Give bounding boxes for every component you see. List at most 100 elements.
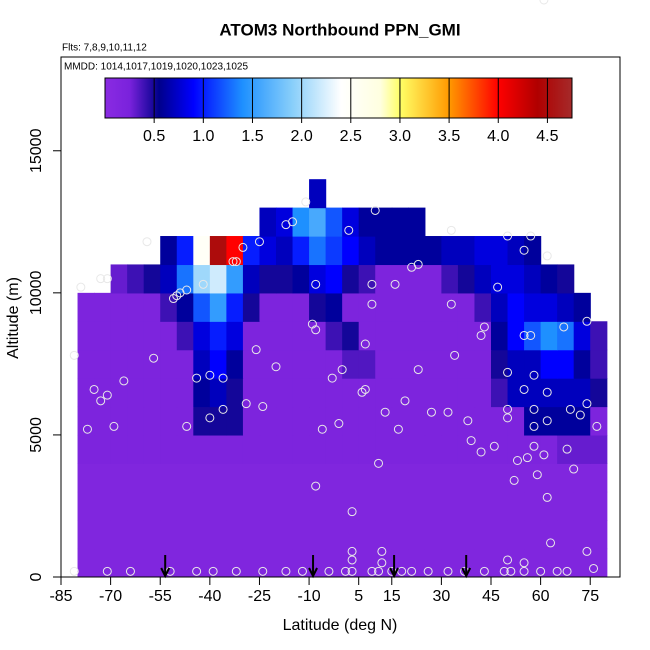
heat-cell (242, 264, 261, 294)
heat-cell (424, 378, 442, 408)
heat-cell (507, 321, 525, 351)
heat-cell (573, 349, 591, 379)
heat-cell (391, 207, 409, 237)
data-point (397, 566, 407, 576)
colorbar-tick-label: 1.5 (241, 128, 263, 145)
heat-cell (226, 520, 244, 550)
heat-cell (193, 520, 211, 550)
heat-cell (226, 491, 244, 521)
heat-cell (276, 434, 294, 464)
heat-cell (573, 434, 591, 464)
heat-cell (209, 292, 227, 322)
heat-cell (77, 406, 95, 436)
x-tick-label: -55 (149, 588, 172, 605)
heat-cell (309, 463, 327, 493)
heat-cell (193, 548, 211, 577)
data-point (489, 441, 499, 451)
data-point (377, 546, 387, 556)
data-point (529, 370, 539, 380)
heat-cell (457, 264, 476, 294)
heat-cell (292, 491, 310, 521)
heat-cell (474, 548, 492, 577)
data-point (476, 330, 486, 340)
heat-cell (557, 520, 575, 550)
heat-cell (143, 349, 161, 379)
data-point (519, 566, 529, 576)
heat-cell (209, 378, 227, 408)
heat-cell (292, 292, 310, 322)
colorbar-tick-label: 3.0 (389, 128, 411, 145)
heat-cell (325, 292, 343, 322)
plot-frame (60, 56, 621, 578)
heat-cell (127, 491, 145, 521)
heat-cell (325, 491, 343, 521)
colorbar-tick-label: 3.5 (438, 128, 460, 145)
heat-cell (259, 378, 277, 408)
data-point (539, 0, 549, 5)
data-point (198, 279, 208, 289)
heat-cell (242, 434, 261, 464)
data-point (503, 231, 513, 241)
heat-cell (540, 406, 558, 436)
heat-cell (259, 520, 277, 550)
heat-cell (226, 406, 244, 436)
heat-cell (358, 236, 376, 266)
heat-cell (160, 292, 178, 322)
data-point (476, 447, 486, 457)
heat-cell (209, 236, 227, 266)
data-point (271, 362, 281, 372)
heat-cell (524, 406, 542, 436)
data-point (340, 566, 350, 576)
arrow (308, 555, 318, 579)
heat-cell (110, 434, 128, 464)
heat-cell (292, 264, 310, 294)
data-point (96, 274, 106, 284)
y-axis-label: Altitude (m) (5, 277, 22, 359)
heat-cell (309, 406, 327, 436)
heat-cell (524, 321, 542, 351)
data-point (413, 365, 423, 375)
data-point (281, 566, 291, 576)
heat-cell (441, 321, 459, 351)
heat-cell (491, 434, 509, 464)
heat-cell (209, 520, 227, 550)
data-point (493, 282, 503, 292)
heat-cell (276, 207, 294, 237)
heat-cell (110, 321, 128, 351)
data-point (466, 436, 476, 446)
heat-cell (309, 236, 327, 266)
heat-cell (342, 349, 360, 379)
heat-cell (573, 292, 591, 322)
heat-cell (441, 463, 459, 493)
heat-cell (259, 548, 277, 577)
heat-cell (242, 520, 261, 550)
data-point (526, 330, 536, 340)
heat-cell (391, 236, 409, 266)
heat-cell (193, 434, 211, 464)
data-point (288, 217, 298, 227)
heat-cell (391, 349, 409, 379)
heat-cell (110, 463, 128, 493)
y-tick-label: 5000 (28, 417, 45, 453)
heat-cell (160, 378, 178, 408)
heat-cell (524, 264, 542, 294)
data-point (536, 566, 546, 576)
heat-cell (94, 378, 112, 408)
x-tick-label: -10 (298, 588, 321, 605)
heat-cell (491, 292, 509, 322)
heat-cell (325, 321, 343, 351)
heat-cell (408, 434, 426, 464)
heat-cell (259, 236, 277, 266)
data-point (76, 282, 86, 292)
heat-cell (507, 236, 525, 266)
heat-cell (259, 349, 277, 379)
data-point (241, 399, 251, 409)
heat-cell (507, 378, 525, 408)
heat-cell (259, 321, 277, 351)
heat-cell (358, 463, 376, 493)
heat-cell (209, 434, 227, 464)
data-point (374, 566, 384, 576)
data-point (119, 376, 129, 386)
data-point (347, 507, 357, 517)
heat-cell (94, 434, 112, 464)
